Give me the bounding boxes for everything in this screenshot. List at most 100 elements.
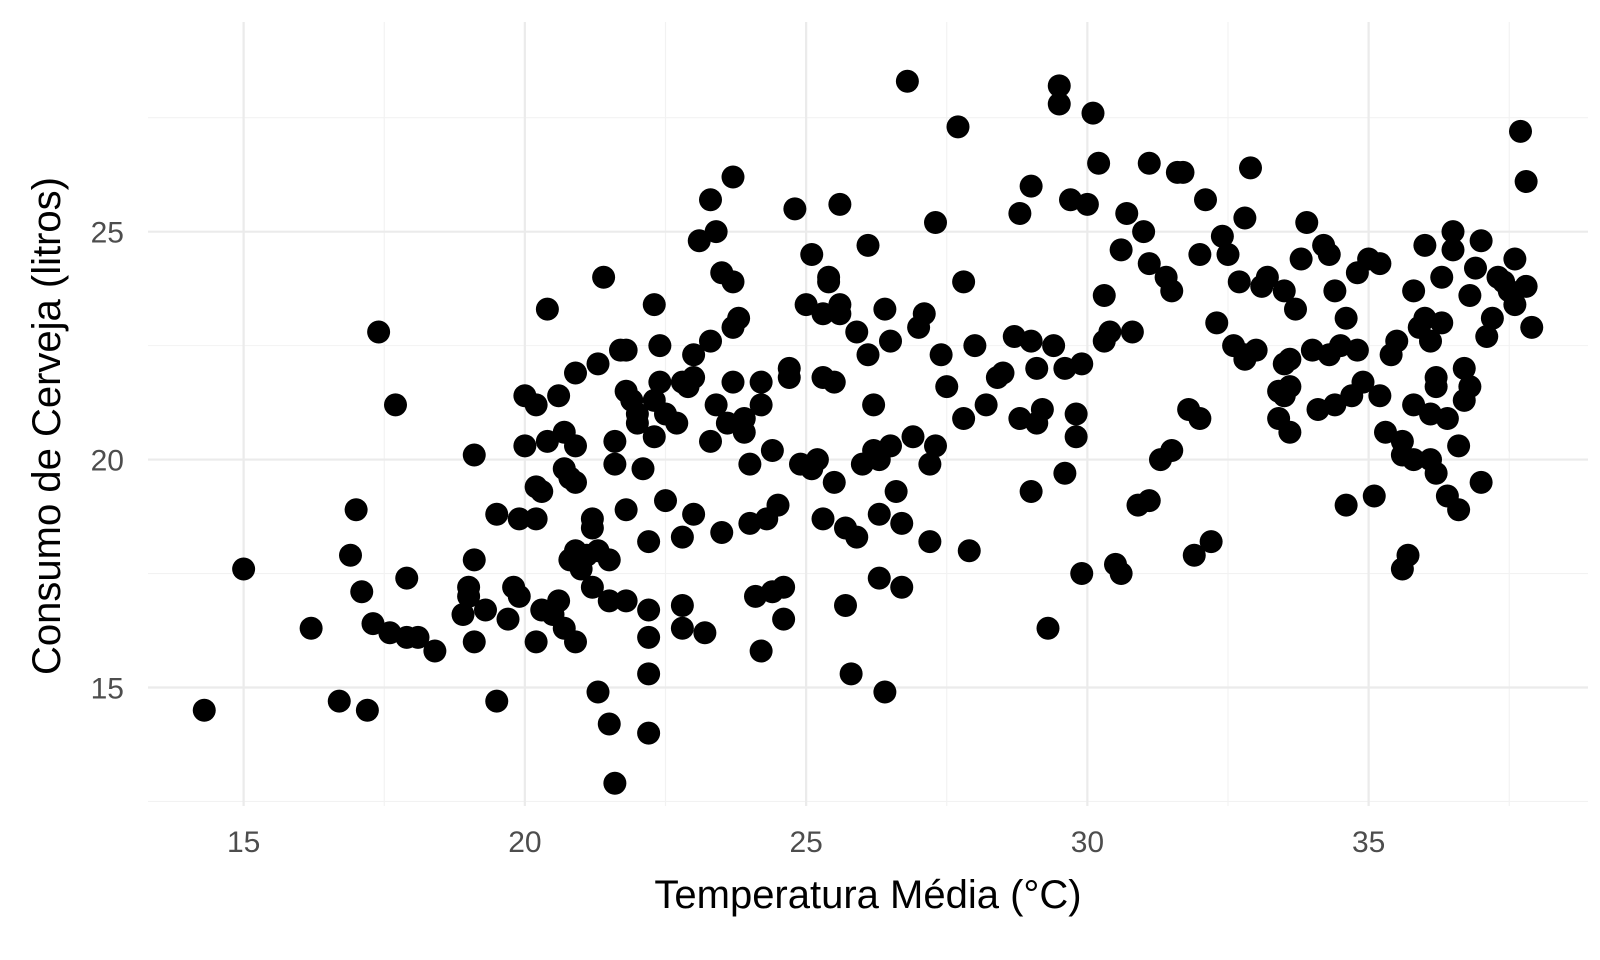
data-point bbox=[1098, 320, 1122, 344]
data-point bbox=[699, 429, 722, 453]
data-point bbox=[856, 343, 880, 367]
data-point bbox=[1171, 160, 1195, 184]
data-point bbox=[1509, 119, 1532, 143]
data-point bbox=[1053, 461, 1077, 485]
data-point bbox=[1520, 315, 1544, 339]
data-point bbox=[1402, 448, 1426, 472]
data-point bbox=[462, 443, 486, 467]
data-point bbox=[862, 393, 886, 417]
data-point bbox=[991, 361, 1015, 385]
data-point bbox=[1064, 425, 1088, 449]
data-point bbox=[1514, 170, 1538, 194]
data-point bbox=[704, 220, 728, 244]
data-point bbox=[834, 593, 857, 617]
data-point bbox=[1019, 479, 1043, 503]
data-point bbox=[535, 297, 559, 321]
data-point bbox=[654, 489, 677, 513]
x-tick-label: 20 bbox=[508, 826, 541, 859]
data-point bbox=[867, 502, 891, 526]
data-point bbox=[732, 407, 756, 431]
data-point bbox=[1278, 420, 1302, 444]
data-point bbox=[912, 302, 936, 326]
data-point bbox=[1458, 283, 1482, 307]
data-point bbox=[727, 306, 751, 330]
data-point bbox=[597, 548, 621, 572]
data-point bbox=[350, 580, 374, 604]
data-point bbox=[1070, 352, 1094, 376]
data-point bbox=[738, 452, 762, 476]
data-point bbox=[496, 607, 520, 631]
data-point bbox=[580, 575, 604, 599]
data-point bbox=[457, 584, 481, 608]
data-point bbox=[952, 407, 976, 431]
data-point bbox=[1036, 616, 1060, 640]
data-point bbox=[614, 589, 638, 613]
data-point bbox=[603, 452, 627, 476]
x-tick-label: 35 bbox=[1352, 826, 1385, 859]
data-point bbox=[1447, 498, 1471, 522]
data-point bbox=[597, 589, 621, 613]
data-point bbox=[564, 361, 587, 385]
data-point bbox=[586, 680, 610, 704]
data-point bbox=[682, 366, 706, 390]
y-axis-title: Consumo de Cerveja (litros) bbox=[25, 177, 69, 675]
data-point bbox=[524, 630, 548, 654]
data-point bbox=[524, 393, 548, 417]
data-point bbox=[1087, 151, 1111, 175]
data-point bbox=[1503, 247, 1527, 271]
data-point bbox=[580, 507, 604, 531]
data-point bbox=[839, 662, 863, 686]
data-point bbox=[772, 575, 796, 599]
data-point bbox=[299, 616, 323, 640]
data-point bbox=[1424, 366, 1448, 390]
data-point bbox=[614, 498, 638, 522]
data-point bbox=[1430, 311, 1454, 335]
data-point bbox=[1255, 265, 1279, 289]
data-point bbox=[687, 229, 711, 253]
data-point bbox=[1227, 270, 1251, 294]
data-point bbox=[665, 411, 689, 435]
data-point bbox=[1042, 334, 1066, 358]
data-point bbox=[1109, 562, 1133, 586]
data-point bbox=[1188, 407, 1212, 431]
data-point bbox=[1019, 174, 1043, 198]
data-point bbox=[631, 457, 655, 481]
data-point bbox=[1514, 274, 1538, 298]
data-point bbox=[423, 639, 447, 663]
data-point bbox=[704, 393, 728, 417]
data-point bbox=[1182, 543, 1206, 567]
data-point bbox=[406, 625, 430, 649]
data-point bbox=[856, 233, 880, 257]
data-point bbox=[1188, 242, 1212, 266]
data-point bbox=[682, 343, 706, 367]
data-point bbox=[474, 598, 497, 622]
data-point bbox=[1019, 329, 1043, 353]
data-point bbox=[524, 507, 548, 531]
x-axis-title: Temperatura Média (°C) bbox=[654, 873, 1081, 917]
data-point bbox=[367, 320, 391, 344]
y-tick-label: 15 bbox=[91, 672, 124, 705]
data-point bbox=[1480, 306, 1504, 330]
data-point bbox=[1070, 562, 1094, 586]
data-point bbox=[192, 698, 216, 722]
data-point bbox=[845, 525, 869, 549]
data-point bbox=[564, 434, 587, 458]
data-point bbox=[1323, 279, 1347, 303]
data-point bbox=[693, 621, 717, 645]
data-point bbox=[485, 689, 509, 713]
data-point bbox=[1441, 238, 1465, 262]
data-point bbox=[884, 479, 908, 503]
data-point bbox=[637, 598, 661, 622]
data-point bbox=[1362, 484, 1386, 508]
data-point bbox=[535, 429, 559, 453]
data-point bbox=[1239, 156, 1262, 180]
data-point bbox=[1216, 242, 1240, 266]
data-point bbox=[924, 211, 947, 235]
data-point bbox=[1075, 192, 1099, 216]
data-point bbox=[918, 452, 942, 476]
data-point bbox=[1368, 252, 1392, 276]
data-point bbox=[1278, 347, 1302, 371]
data-point bbox=[845, 320, 869, 344]
data-point bbox=[873, 680, 897, 704]
data-point bbox=[1137, 489, 1161, 513]
